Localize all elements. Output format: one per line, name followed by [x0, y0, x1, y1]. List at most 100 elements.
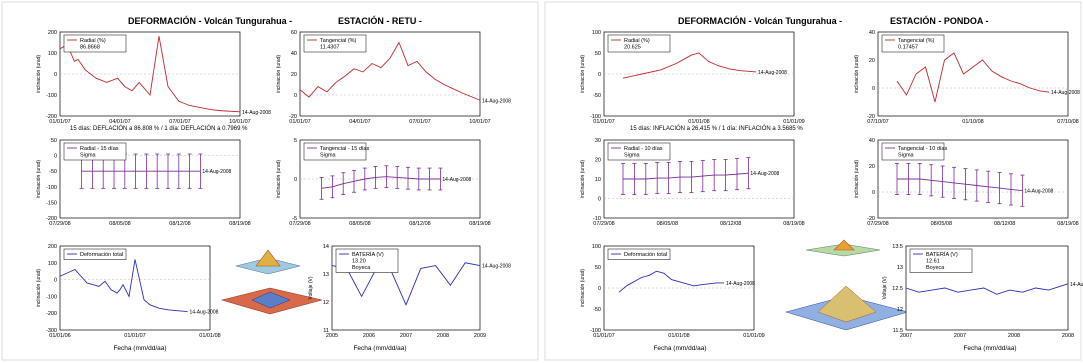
series-line [622, 52, 757, 79]
y-tick-label: 50 [595, 265, 601, 271]
y-tick-label: 200 [48, 30, 57, 36]
panel-radial: -200 -100 0 100 200 01/01/07 04/01/07 07/01/07 1… [36, 30, 271, 125]
legend-label: Sigma [320, 153, 337, 159]
y-tick-label: -100 [46, 93, 57, 99]
legend-box [335, 248, 399, 273]
y-axis-label: inclinación (urad) [276, 160, 282, 198]
panel-tangential15: -5 0 5 07/29/08 08/05/08 08/12/08 08/19/08 incl… [276, 138, 491, 227]
annotation-label: 14-Aug-2008 [190, 310, 219, 316]
figure-xlabel: Fecha (mm/dd/aa) [653, 345, 706, 352]
annotation-label: 14-Aug-2008 [1051, 90, 1080, 96]
y-axis-label: inclinación (urad) [854, 160, 860, 198]
x-tick-label: 01/01/08 [199, 333, 220, 339]
x-tick-label: 2006 [363, 333, 375, 339]
legend-box [909, 248, 973, 273]
x-tick-label: 07/10/07 [867, 119, 888, 125]
x-tick-label: 07/10/08 [1057, 119, 1078, 125]
x-tick-label: 01/01/09 [783, 119, 804, 125]
y-axis-label: Voltaje (V) [882, 276, 888, 299]
x-tick-label: 2009 [474, 333, 486, 339]
legend-label: BATERÍA (V) [926, 251, 958, 258]
y-tick-label: 20 [595, 158, 601, 164]
y-tick-label: 0 [598, 72, 601, 78]
series-line [321, 176, 441, 189]
figure-xlabel: Fecha (mm/dd/aa) [353, 345, 406, 352]
panel-total: -100 -50 0 50 100 01/01/07 01/01/08 01/01/09 inc… [580, 244, 765, 339]
y-tick-label: 40 [869, 138, 875, 144]
legend-label: Boyeca [926, 265, 945, 271]
figure-xlabel: Fecha (mm/dd/aa) [963, 345, 1016, 352]
legend-box [63, 248, 127, 260]
surface-center [251, 291, 291, 309]
legend-box [63, 34, 127, 53]
x-tick-label: 01/01/07 [124, 333, 145, 339]
legend-label: BATERÍA (V) [352, 251, 384, 258]
y-tick-label: -20 [867, 216, 875, 222]
y-tick-label: 11 [323, 328, 329, 334]
legend-label: Radial (%) [624, 38, 650, 44]
figure-xlabel: Fecha (mm/dd/aa) [113, 345, 166, 352]
x-tick-label: 07/01/07 [169, 119, 190, 125]
y-tick-label: 0 [294, 177, 297, 183]
legend-label: Deformación total [80, 252, 123, 258]
surface-center [817, 285, 877, 323]
x-tick-label: 04/01/07 [349, 119, 370, 125]
annotation-label: 14-Aug-2008 [726, 281, 755, 287]
x-tick-label: 01/01/07 [593, 333, 614, 339]
legend-label: Tangencial - 15 días [320, 146, 369, 152]
annotation-label: 14-Aug-2008 [202, 169, 231, 175]
y-axis-label: inclinación (urad) [36, 55, 42, 93]
x-tick-label: 01/01/08 [668, 333, 689, 339]
annotation-label: 14-Aug-2008 [482, 264, 511, 270]
x-tick-label: 10/01/07 [469, 119, 490, 125]
annotation-label: 14-Aug-2008 [750, 171, 779, 177]
y-tick-label: 0 [598, 197, 601, 203]
annotation-label: 14-Aug-2008 [1024, 189, 1053, 195]
panel-radial15: -200 -150 -100 -50 0 50 07/29/08 08/05/08 08/12/… [36, 138, 251, 227]
y-tick-label: 13.5 [892, 244, 903, 250]
x-tick-label: 2007 [900, 333, 912, 339]
y-tick-label: 5 [294, 138, 297, 144]
legend-label: 11.4307 [320, 45, 339, 51]
x-tick-label: 07/29/08 [867, 221, 888, 227]
surface-peak [255, 249, 281, 267]
x-tick-label: 08/05/08 [109, 221, 130, 227]
y-tick-label: 100 [48, 51, 57, 57]
panel-battery: 11.5 12 12.5 13 13.5 2007 2007 2008 2008 Voltaje … [882, 244, 1083, 339]
legend-label: Sigma [898, 153, 915, 159]
x-tick-label: 01/01/07 [49, 119, 70, 125]
legend-label: 0.17457 [898, 45, 918, 51]
y-tick-label: -50 [49, 169, 57, 175]
x-tick-label: 08/05/08 [931, 221, 952, 227]
y-tick-label: 50 [51, 138, 57, 144]
y-axis-label: inclinación (urad) [580, 269, 586, 307]
series-line [299, 41, 481, 101]
y-axis-label: inclinación (urad) [36, 269, 42, 307]
x-tick-label: 01/01/08 [688, 119, 709, 125]
x-tick-label: 2008 [1008, 333, 1020, 339]
series-line [896, 52, 1050, 103]
y-tick-label: 100 [592, 30, 601, 36]
y-tick-label: 60 [291, 30, 297, 36]
y-tick-label: 100 [592, 244, 601, 250]
x-tick-label: 2008 [437, 333, 449, 339]
legend-box [303, 142, 367, 161]
x-tick-label: 08/05/08 [657, 221, 678, 227]
legend-label: Radial (%) [80, 38, 106, 44]
annotation-label: 14-Aug-2008 [482, 98, 511, 104]
x-tick-label: 08/19/08 [229, 221, 250, 227]
x-tick-label: 08/12/08 [720, 221, 741, 227]
y-tick-label: 14 [323, 244, 329, 250]
y-tick-label: 0 [294, 93, 297, 99]
y-tick-label: 12 [323, 300, 329, 306]
legend-label: Tangencial (%) [320, 38, 357, 44]
y-tick-label: 0 [598, 286, 601, 292]
legend-label: Tangencial (%) [898, 38, 935, 44]
y-tick-label: 0 [872, 190, 875, 196]
y-tick-label: -100 [46, 185, 57, 191]
x-tick-label: 2008 [1062, 333, 1074, 339]
panel-tangential15: -20 0 20 40 07/29/08 08/05/08 08/12/08 08/19/08… [854, 138, 1079, 227]
y-tick-label: 13 [897, 265, 903, 271]
